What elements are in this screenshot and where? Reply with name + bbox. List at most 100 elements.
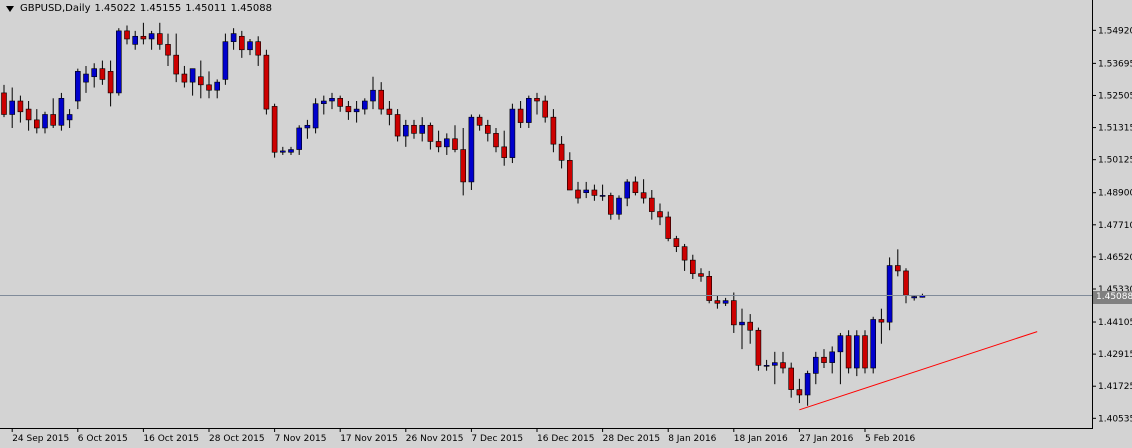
candle: [837, 332, 844, 385]
candle: [320, 95, 327, 115]
bear-candle-body: [542, 100, 549, 118]
bull-candle-body: [75, 71, 81, 102]
bear-candle-body: [386, 108, 393, 115]
bull-candle-body: [402, 124, 409, 137]
bear-candle-body: [394, 114, 401, 137]
candle: [411, 119, 417, 139]
bear-candle-body: [534, 98, 540, 102]
bull-candle-body: [132, 35, 138, 45]
candle: [845, 330, 852, 374]
candle: [583, 181, 590, 199]
y-tick-label: 1.48900: [1098, 189, 1132, 199]
bear-candle-body: [640, 192, 647, 199]
bear-candle-body: [460, 149, 467, 183]
y-tick-label: 1.51315: [1098, 124, 1132, 134]
candle: [91, 63, 97, 88]
bull-candle-body: [304, 124, 311, 129]
candle: [771, 351, 778, 385]
candle: [83, 65, 89, 93]
candle: [566, 152, 573, 191]
bear-candle-body: [33, 119, 40, 129]
y-tick-label: 1.50125: [1098, 156, 1132, 166]
candle: [821, 349, 827, 369]
candle: [812, 351, 819, 385]
bear-candle-body: [345, 106, 352, 113]
bull-candle-body: [722, 300, 729, 304]
candle: [501, 130, 508, 166]
candle: [747, 314, 754, 344]
x-tick-label: 26 Nov 2015: [406, 434, 464, 444]
bear-candle-body: [673, 238, 680, 247]
bull-candle-body: [911, 296, 918, 299]
x-tick-label: 27 Jan 2016: [799, 434, 853, 444]
bull-candle-body: [83, 73, 89, 83]
bull-candle-body: [189, 68, 196, 83]
candle: [558, 136, 565, 169]
candle: [296, 125, 303, 155]
bull-candle-body: [312, 103, 319, 129]
candle: [247, 38, 253, 56]
candle: [763, 359, 770, 371]
candle: [206, 71, 212, 99]
candle: [427, 122, 434, 150]
y-tick-label: 1.54920: [1098, 26, 1132, 36]
bear-candle-body: [337, 98, 344, 107]
close-value: 1.45088: [230, 3, 272, 14]
x-tick-label: 16 Dec 2015: [537, 434, 595, 444]
bear-candle-body: [607, 195, 614, 215]
bear-candle-body: [657, 211, 663, 218]
x-tick-label: 28 Oct 2015: [209, 434, 265, 444]
axes-layer: [0, 0, 1093, 429]
candle: [509, 103, 516, 164]
candle: [99, 60, 106, 85]
trendline[interactable]: [799, 331, 1038, 411]
candle: [263, 49, 270, 115]
candle: [853, 330, 860, 377]
bear-candle-body: [550, 116, 557, 145]
bear-candle-body: [198, 76, 204, 86]
bear-candle-body: [566, 160, 573, 191]
bull-candle-body: [870, 319, 877, 369]
candle: [755, 327, 762, 371]
candle: [575, 181, 581, 204]
dropdown-triangle-icon[interactable]: [6, 5, 14, 12]
bear-candle-body: [378, 89, 385, 110]
bull-candle-body: [837, 335, 844, 353]
bull-candle-body: [279, 150, 286, 153]
candle: [181, 65, 188, 88]
candle: [42, 111, 48, 134]
candle: [173, 33, 179, 83]
candle: [460, 127, 467, 196]
bull-candle-body: [66, 114, 73, 121]
candle: [673, 235, 680, 253]
candle: [132, 30, 138, 50]
candle: [443, 133, 450, 155]
bear-candle-body: [99, 68, 106, 80]
bull-candle-body: [525, 98, 532, 123]
bear-candle-body: [255, 41, 261, 56]
candle: [698, 268, 704, 282]
candle: [198, 60, 204, 99]
candle: [419, 117, 426, 142]
candle: [493, 127, 499, 153]
bull-candle-body: [296, 127, 303, 150]
candle: [829, 346, 836, 374]
candle: [607, 192, 614, 220]
bear-candle-body: [411, 124, 417, 134]
bear-candle-body: [435, 141, 442, 148]
candle: [689, 254, 696, 280]
candle: [304, 119, 311, 139]
candle: [722, 297, 729, 306]
candle: [279, 146, 286, 155]
bear-candle-body: [181, 73, 188, 83]
candle: [230, 28, 237, 50]
bear-candle-body: [878, 319, 885, 323]
bull-candle-body: [148, 33, 155, 40]
candle: [706, 270, 713, 304]
bear-candle-body: [755, 329, 762, 366]
candle: [271, 103, 278, 158]
candle: [862, 330, 868, 374]
y-tick-label: 1.42915: [1098, 350, 1132, 360]
